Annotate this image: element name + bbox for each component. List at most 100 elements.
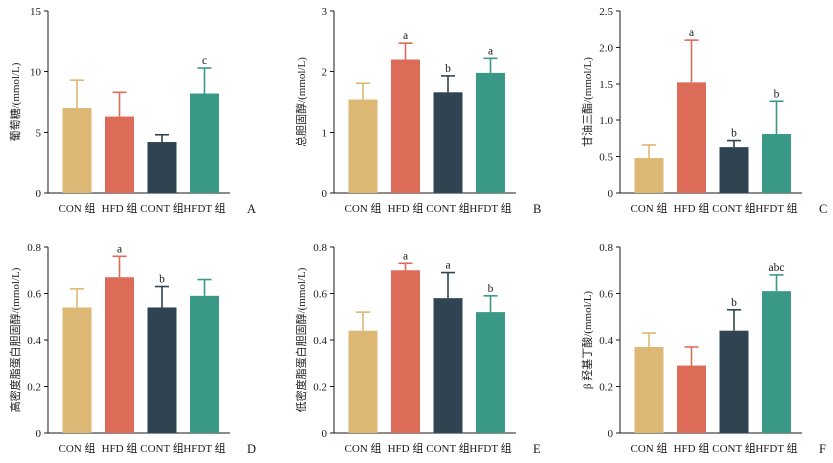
bar-con [348,330,378,433]
x-tick-label-hfdt: HFDT 组 [469,441,511,455]
x-tick-label-hfd: HFD 组 [388,201,424,215]
y-axis-label: 高密度脂蛋白胆固醇/(mmol/L) [8,267,22,412]
y-tick-label: 2 [322,67,328,79]
bar-cont [433,92,463,193]
bar-cont [433,298,463,433]
y-tick-label: 0 [322,188,328,200]
significance-label-cont: b [731,297,737,309]
x-tick-label-hfdt: HFDT 组 [469,201,511,215]
y-tick-label: 15 [30,6,42,18]
y-tick-label: 0.6 [313,289,327,301]
chart-panel-d: 0 0.2 0.4 0.6 0.8 CON 组 HFD 组 a CONT 组 b HFDT 组 高密度… [8,242,256,456]
panel-label: C [819,202,827,216]
y-tick-label: 0.4 [313,335,327,347]
y-tick-label: 0 [322,428,328,440]
x-tick-label-hfd: HFD 组 [388,441,424,455]
bar-hfd [677,82,706,193]
bar-hfdt [190,93,219,193]
x-tick-label-hfd: HFD 组 [102,201,138,215]
y-tick-label: 0.5 [599,152,613,164]
x-tick-label-cont: CONT 组 [140,201,184,215]
y-tick-label: 0.6 [599,289,613,301]
significance-label-hfdt: c [202,55,207,67]
y-tick-label: 2.5 [599,6,613,18]
y-axis-label: β 羟基丁酸/(mmol/L) [580,291,594,390]
y-tick-label: 0.4 [599,335,613,347]
significance-label-hfd: a [403,250,408,262]
bar-cont [719,330,749,433]
bar-con [634,158,664,193]
significance-label-hfdt: b [774,88,780,100]
bar-cont [147,142,177,193]
y-tick-label: 1.5 [599,79,613,91]
significance-label-cont: a [445,260,450,272]
y-tick-label: 0 [608,188,614,200]
y-tick-label: 3 [322,6,328,18]
x-tick-label-hfd: HFD 组 [102,441,138,455]
y-axis-label: 低密度脂蛋白胆固醇/(mmol/L) [294,267,308,412]
bar-con [634,346,664,433]
y-tick-label: 0.2 [313,382,327,394]
y-axis-label: 葡萄糖/(mmol/L) [8,62,22,141]
significance-label-hfd: a [117,243,122,255]
bar-hfdt [476,72,505,193]
chart-panel-c: 0 0.5 1.0 1.5 2.0 2.5 CON 组 HFD 组 a CONT 组 b HFDT 组… [580,6,827,216]
y-tick-label: 0.8 [27,242,41,254]
x-tick-label-con: CON 组 [59,201,96,215]
chart-panel-b: 0 1 2 3 CON 组 HFD 组 a CONT 组 b HFDT 组 a 总胆固醇/(mmol/… [294,6,541,216]
y-tick-label: 5 [36,127,42,139]
x-tick-label-con: CON 组 [345,201,382,215]
y-tick-label: 0 [36,188,42,200]
bar-hfd [391,270,420,433]
x-tick-label-hfdt: HFDT 组 [755,201,797,215]
y-tick-label: 0.6 [27,289,41,301]
chart-panel-a: 0 5 10 15 CON 组 HFD 组 CONT 组 HFDT 组 c 葡萄糖/(mmol/L… [8,6,256,216]
bar-hfdt [190,295,219,433]
panel-label: A [247,202,256,216]
bar-hfd [391,59,420,194]
x-tick-label-cont: CONT 组 [140,441,184,455]
x-tick-label-cont: CONT 组 [426,441,470,455]
y-axis-label: 总胆固醇/(mmol/L) [294,57,308,147]
y-tick-label: 1.0 [599,115,613,127]
y-tick-label: 0 [608,428,614,440]
bar-con [62,108,92,193]
y-tick-label: 0.8 [599,242,613,254]
bar-cont [719,147,749,193]
significance-label-cont: b [731,128,737,140]
significance-label-cont: b [159,274,165,286]
bar-hfdt [762,134,791,193]
y-tick-label: 0.4 [27,335,41,347]
bar-con [62,307,92,433]
panel-label: E [533,442,541,456]
bar-con [348,99,378,193]
panel-label: F [819,442,826,456]
significance-label-hfd: a [403,30,408,42]
y-tick-label: 0 [36,428,42,440]
significance-label-hfd: a [689,27,694,39]
bar-hfdt [762,291,791,433]
x-tick-label-hfd: HFD 组 [674,441,710,455]
y-tick-label: 0.2 [27,382,41,394]
x-tick-label-con: CON 组 [631,441,668,455]
panel-label: D [247,442,256,456]
x-tick-label-cont: CONT 组 [712,441,756,455]
panel-label: B [533,202,541,216]
x-tick-label-con: CON 组 [345,441,382,455]
y-tick-label: 2.0 [599,42,613,54]
significance-label-hfdt: b [488,283,494,295]
bar-hfdt [476,312,505,433]
bar-hfd [677,365,706,433]
x-tick-label-con: CON 组 [59,441,96,455]
x-tick-label-hfdt: HFDT 组 [183,201,225,215]
significance-label-hfdt: a [488,45,493,57]
significance-label-cont: b [445,63,451,75]
x-tick-label-cont: CONT 组 [712,201,756,215]
bar-cont [147,307,177,433]
y-tick-label: 1 [322,127,328,139]
x-tick-label-hfdt: HFDT 组 [755,441,797,455]
y-tick-label: 0.2 [599,382,613,394]
x-tick-label-hfd: HFD 组 [674,201,710,215]
y-axis-label: 甘油三酯/(mmol/L) [580,57,594,147]
